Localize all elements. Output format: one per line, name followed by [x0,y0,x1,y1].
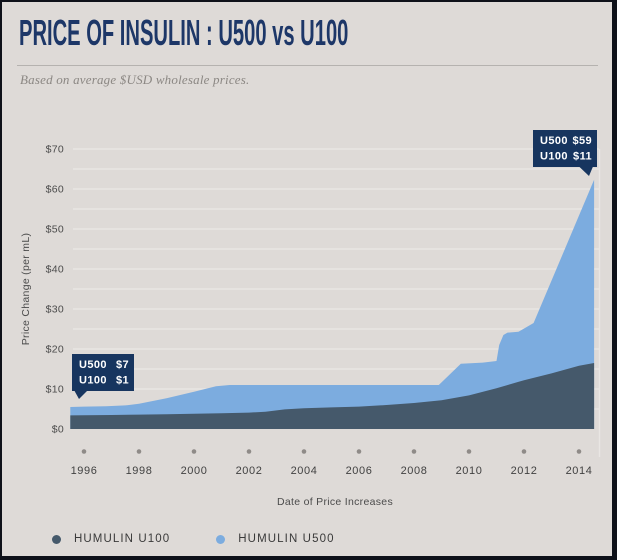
callout-tail-icon [74,390,88,399]
x-tick-dot [576,449,582,454]
y-tick-label: $60 [46,184,64,196]
u100-swatch-icon [52,534,61,544]
callout-box [533,130,597,167]
chart-legend: HUMULIN U100 HUMULIN U500 [52,532,335,546]
u500-swatch-icon [216,534,226,544]
callout-line-label: U100 [540,151,568,163]
legend-label-u500: HUMULIN U500 [238,533,335,545]
x-tick-label: 2002 [236,465,263,477]
humulin-u100-area [70,363,595,429]
x-tick-label: 2004 [291,465,318,477]
callout-line-label: U500 [540,135,568,147]
x-tick-dot [246,449,252,454]
y-tick-label: $40 [46,264,64,276]
page-title: PRICE OF INSULIN : U500 vs U100 [19,12,349,53]
callout-tail-icon [579,166,593,176]
x-tick-dot [411,449,417,454]
x-axis-title: Date of Price Increases [277,496,393,508]
legend-item-u100: HUMULIN U100 [52,532,170,546]
x-tick-label: 2006 [346,465,373,477]
callout-start-1996: U500 $7 U100 $1 [72,354,134,399]
callout-line-label: U100 [79,375,107,387]
callout-end-2014: U500 $59 U100 $11 [533,130,597,176]
y-tick-label: $0 [52,424,64,436]
x-tick-label: 1998 [126,465,153,477]
callout-line-value: $59 [572,135,592,147]
x-tick-dot [136,449,142,454]
y-tick-label: $50 [46,224,64,236]
x-tick-label: 2000 [181,465,208,477]
callout-box [72,354,134,391]
callout-line-value: $1 [116,375,129,387]
insulin-chart: $0 $10 $20 $30 $40 $50 $60 $70 Price Change (per… [20,130,601,508]
x-tick-dot [301,449,307,454]
x-tick-label: 2008 [401,465,428,477]
x-tick-dot [466,449,472,454]
callout-line-value: $7 [116,359,129,371]
callout-line-value: $11 [573,151,592,163]
y-tick-label: $70 [46,144,64,156]
x-tick-dot [356,449,362,454]
x-tick-dot [191,449,197,454]
x-tick-label: 2012 [511,465,538,477]
x-tick-dot [81,449,87,454]
callout-line-label: U500 [79,359,107,371]
subtitle: Based on average $USD wholesale prices. [20,72,250,87]
humulin-u500-area [70,179,595,429]
y-tick-label: $30 [46,304,64,316]
x-tick-label: 2010 [456,465,483,477]
divider [17,65,598,66]
x-tick-label: 2014 [566,465,593,477]
y-axis-title: Price Change (per mL) [20,233,32,346]
x-tick-dot [521,449,527,454]
x-tick-label: 1996 [71,465,98,477]
y-tick-label: $20 [46,344,64,356]
legend-label-u100: HUMULIN U100 [74,533,171,545]
y-tick-label: $10 [46,384,64,396]
legend-item-u500: HUMULIN U500 [216,532,334,546]
